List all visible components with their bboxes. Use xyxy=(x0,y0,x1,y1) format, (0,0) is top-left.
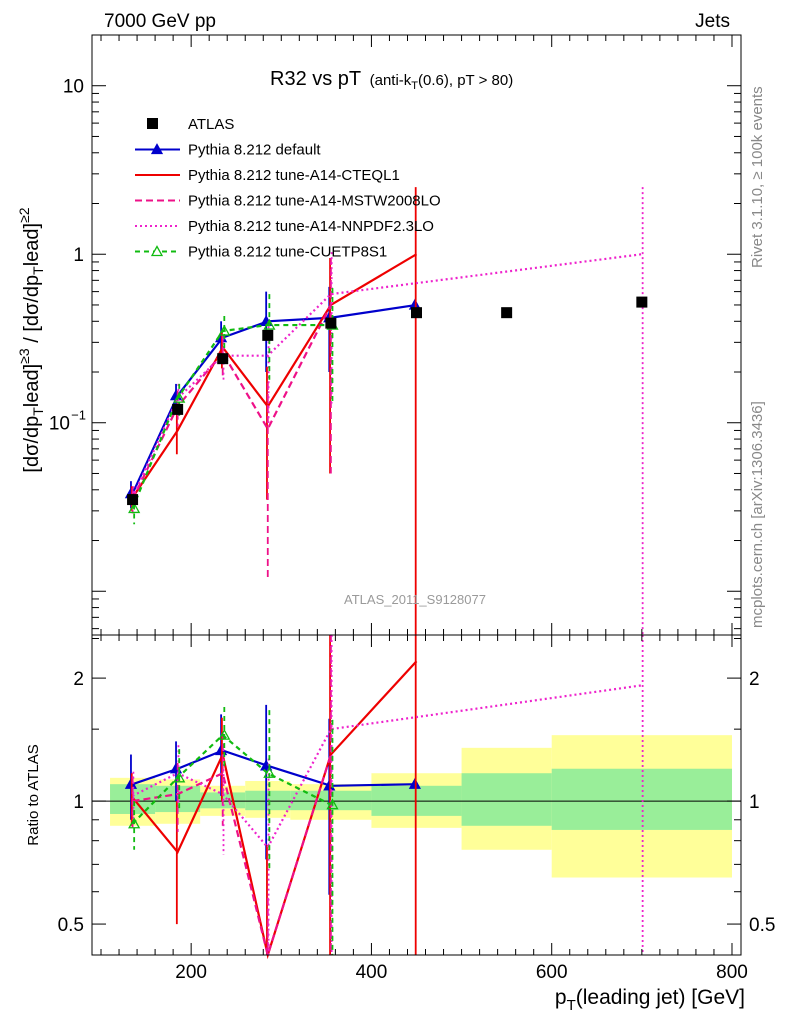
ratio-band-green-7 xyxy=(551,768,732,830)
y-axis-label-main: [dσ/dpTlead]≥3 / [dσ/dpTlead]≥2 xyxy=(16,207,46,472)
chart-title-rest: (0.6), pT > 80) xyxy=(418,72,513,89)
series-line-ratio-2 xyxy=(132,754,332,960)
series-line-main-2 xyxy=(131,304,332,501)
legend-label-0: Pythia 8.212 default xyxy=(188,142,321,159)
series-marker-ratio-4 xyxy=(326,798,339,810)
legend: ATLAS Pythia 8.212 default Pythia 8.212 tu… xyxy=(135,116,441,261)
x-tick-label: 400 xyxy=(356,962,388,983)
analysis-watermark: ATLAS_2011_S9128077 xyxy=(344,592,486,607)
x-tick-label: 200 xyxy=(175,962,207,983)
series-line-main-3 xyxy=(131,253,642,498)
legend-marker-4 xyxy=(150,245,164,257)
series-line-ratio-1 xyxy=(131,660,418,960)
y-tick-label-ratio: 0.5 xyxy=(58,915,84,936)
legend-label-4: Pythia 8.212 tune-CUETP8S1 xyxy=(188,244,387,261)
x-tick-label: 600 xyxy=(536,962,568,983)
series-marker-main-4 xyxy=(173,391,186,403)
y-tick-label-ratio: 1 xyxy=(73,792,84,813)
ratio-panel xyxy=(92,635,741,960)
atlas-data-point xyxy=(636,296,648,308)
x-axis-label: pT(leading jet) [GeV] xyxy=(555,986,745,1014)
series-marker-ratio-4 xyxy=(128,817,141,829)
series-line-main-1 xyxy=(131,253,418,499)
y-tick-label-ratio-right: 1 xyxy=(749,792,760,813)
legend-label-atlas: ATLAS xyxy=(188,116,234,133)
series-marker-main-4 xyxy=(128,502,141,514)
y-tick-label-ratio: 2 xyxy=(73,669,84,690)
series-marker-ratio-4 xyxy=(218,728,231,740)
y-tick-label-main: 10 xyxy=(49,414,70,435)
y-axis-label-ratio: Ratio to ATLAS xyxy=(25,744,42,845)
mcplots-label: mcplots.cern.ch [arXiv:1306.3436] xyxy=(749,401,766,628)
series-line-ratio-3 xyxy=(132,684,643,850)
atlas-data-point xyxy=(411,307,422,319)
y-tick-label-ratio-right: 0.5 xyxy=(749,915,775,936)
header-left: 7000 GeV pp xyxy=(104,11,216,32)
atlas-data-point xyxy=(217,353,229,365)
chart-title-sub: T xyxy=(411,80,418,92)
series-line-main-0 xyxy=(131,303,417,495)
y-tick-label-main-exp: −1 xyxy=(71,408,86,423)
series-line-main-4 xyxy=(131,323,331,509)
series-line-ratio-4 xyxy=(131,733,332,825)
rivet-label: Rivet 3.1.10, ≥ 100k events xyxy=(749,86,766,268)
legend-label-3: Pythia 8.212 tune-A14-NNPDF2.3LO xyxy=(188,218,434,235)
legend-marker-atlas xyxy=(147,118,158,129)
chart-title-main: R32 vs pT xyxy=(270,68,361,90)
header-right: Jets xyxy=(695,11,730,32)
ratio-band-green-6 xyxy=(461,773,552,826)
chart-title-suffix: (anti-k xyxy=(370,72,412,89)
y-tick-label-main: 10 xyxy=(63,77,84,98)
series-marker-ratio-4 xyxy=(263,766,276,778)
series-marker-ratio-4 xyxy=(173,771,186,783)
atlas-data-point xyxy=(262,329,274,341)
series-line-ratio-0 xyxy=(132,749,417,787)
atlas-data-point xyxy=(172,403,184,415)
series-marker-main-4 xyxy=(218,324,231,336)
x-tick-label: 800 xyxy=(716,962,748,983)
y-tick-label-ratio-right: 2 xyxy=(749,669,760,690)
series-marker-main-4 xyxy=(263,318,276,330)
atlas-data-point xyxy=(325,317,337,329)
atlas-data-point xyxy=(127,494,139,506)
main-panel xyxy=(124,187,648,635)
legend-label-2: Pythia 8.212 tune-A14-MSTW2008LO xyxy=(188,193,441,210)
ratio-frame xyxy=(91,634,742,956)
atlas-data-point xyxy=(501,307,513,319)
y-tick-label-main: 1 xyxy=(73,245,84,266)
legend-marker-0 xyxy=(150,143,164,155)
legend-label-1: Pythia 8.212 tune-A14-CTEQL1 xyxy=(188,167,400,184)
chart-title: R32 vs pT (anti-kT(0.6), pT > 80) xyxy=(270,68,513,92)
